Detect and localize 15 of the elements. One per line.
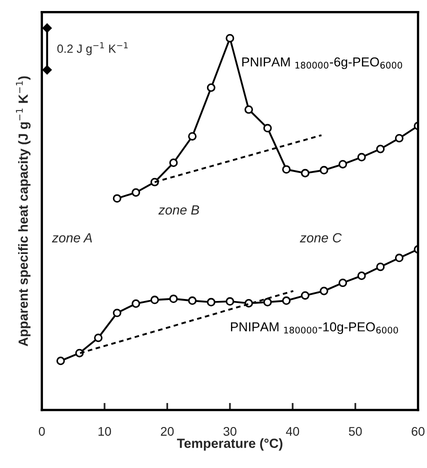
x-tick-label: 0 xyxy=(38,426,45,436)
x-tick-label: 50 xyxy=(348,426,362,436)
annotation: 0.2 J g$^{−1}$ K$^{−1}$ xyxy=(57,42,128,56)
annotation: zone C xyxy=(300,233,342,242)
annotation: zone A xyxy=(52,233,92,242)
x-tick-label: 10 xyxy=(98,426,112,436)
x-tick-label: 20 xyxy=(160,426,174,436)
x-tick-label: 40 xyxy=(286,426,300,436)
annotation: zone B xyxy=(158,205,200,215)
x-tick-label: 30 xyxy=(223,426,236,436)
series-label: PNIPAM $_{180000}$-10g-PEO$_{6000}$ xyxy=(231,322,398,334)
x-axis-title: Temperature (°C) xyxy=(176,438,282,451)
x-tick-label: 60 xyxy=(412,426,424,436)
y-axis-title: Apparent specific heat capacity (J g$^{−1}$ K$^{−1}$) xyxy=(16,76,31,346)
series-label: PNIPAM $_{180000}$-6g-PEO$_{6000}$ xyxy=(242,57,402,70)
